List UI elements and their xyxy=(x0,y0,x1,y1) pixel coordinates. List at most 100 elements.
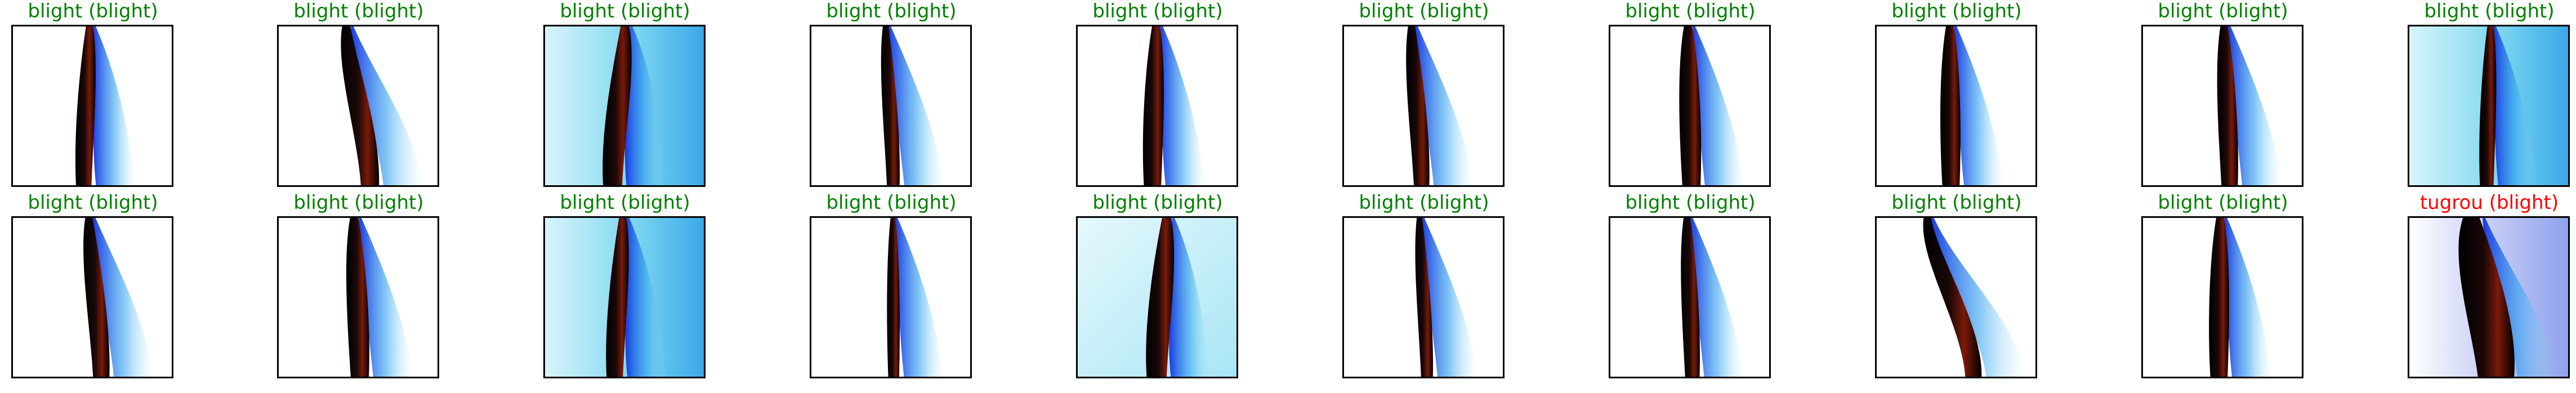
leaf-shape xyxy=(881,26,900,185)
tile-title: tugrou (blight) xyxy=(2419,191,2559,214)
leaf-shadow xyxy=(351,26,423,185)
leaf-shadow xyxy=(2493,26,2538,185)
leaf-image xyxy=(2141,25,2303,187)
leaf-picture xyxy=(279,218,437,377)
leaf-image xyxy=(2408,25,2570,187)
leaf-shadow xyxy=(93,26,136,185)
leaf-shape xyxy=(2209,218,2230,377)
leaf-shape xyxy=(1142,26,1164,185)
leaf-shape xyxy=(341,26,380,185)
leaf-shape xyxy=(602,26,632,185)
leaf-shape xyxy=(2479,26,2497,185)
tile-title: blight (blight) xyxy=(28,0,158,23)
tile-title: blight (blight) xyxy=(28,191,158,214)
leaf-shape xyxy=(1940,26,1961,185)
leaf-picture xyxy=(13,26,172,185)
leaf-shadow xyxy=(624,26,666,185)
leaf-picture xyxy=(545,26,704,185)
leaf-picture xyxy=(2409,26,2568,185)
leaf-image xyxy=(2408,216,2570,378)
tile-title: blight (blight) xyxy=(1092,0,1223,23)
leaf-shadow xyxy=(1690,218,1744,377)
leaf-picture xyxy=(279,26,437,185)
leaf-shadow xyxy=(1415,26,1474,185)
leaf-shadow xyxy=(895,218,944,377)
leaf-image xyxy=(810,216,972,378)
tile-title: blight (blight) xyxy=(1891,191,2022,214)
tile-title: blight (blight) xyxy=(1625,191,1756,214)
leaf-image xyxy=(11,25,173,187)
tile-title: blight (blight) xyxy=(826,191,957,214)
leaf-shadow xyxy=(1954,26,2003,185)
leaf-shadow xyxy=(1421,218,1477,377)
leaf-image xyxy=(1076,216,1238,378)
leaf-shadow xyxy=(1160,26,1205,185)
leaf-image xyxy=(1875,25,2037,187)
leaf-picture xyxy=(1078,26,1236,185)
tile-title: blight (blight) xyxy=(293,0,424,23)
tile-title: blight (blight) xyxy=(1092,191,1223,214)
tile-title: blight (blight) xyxy=(2158,0,2288,23)
leaf-shape xyxy=(1146,218,1175,377)
leaf-shape xyxy=(887,218,900,377)
leaf-image xyxy=(1342,25,1504,187)
leaf-image xyxy=(11,216,173,378)
leaf-shape xyxy=(1415,218,1433,377)
leaf-picture xyxy=(1610,26,1769,185)
leaf-shape xyxy=(1679,26,1702,185)
tile-title: blight (blight) xyxy=(2158,191,2288,214)
leaf-shape xyxy=(606,218,629,377)
leaf-shadow xyxy=(2224,218,2271,377)
tile-title: blight (blight) xyxy=(293,191,424,214)
leaf-picture xyxy=(1344,26,1503,185)
leaf-picture xyxy=(2409,218,2568,377)
tile-title: blight (blight) xyxy=(1625,0,1756,23)
leaf-picture xyxy=(2143,218,2302,377)
leaf-image xyxy=(1342,216,1504,378)
tile-title: blight (blight) xyxy=(2424,0,2555,23)
leaf-shape xyxy=(2217,26,2238,185)
leaf-shadow xyxy=(359,218,413,377)
leaf-shadow xyxy=(888,26,944,185)
leaf-picture xyxy=(1078,218,1236,377)
leaf-shadow xyxy=(92,218,154,377)
leaf-shadow xyxy=(1931,218,2026,377)
leaf-image xyxy=(1076,25,1238,187)
leaf-shape xyxy=(1681,218,1700,377)
tile-title: blight (blight) xyxy=(1359,0,1489,23)
leaf-image xyxy=(810,25,972,187)
leaf-picture xyxy=(1610,218,1769,377)
leaf-picture xyxy=(1877,26,2035,185)
leaf-image xyxy=(1609,216,1771,378)
leaf-picture xyxy=(13,218,172,377)
leaf-image xyxy=(2141,216,2303,378)
leaf-shape xyxy=(1406,26,1430,185)
leaf-shape xyxy=(1923,218,1982,377)
leaf-picture xyxy=(811,26,970,185)
tile-title: blight (blight) xyxy=(560,0,690,23)
leaf-picture xyxy=(2143,26,2302,185)
leaf-shape xyxy=(75,26,96,185)
leaf-shadow xyxy=(2483,218,2557,377)
tile-title: blight (blight) xyxy=(1359,191,1489,214)
leaf-picture xyxy=(545,218,704,377)
leaf-shape xyxy=(83,218,110,377)
leaf-image xyxy=(277,216,439,378)
leaf-picture xyxy=(1877,218,2035,377)
leaf-shadow xyxy=(2227,26,2282,185)
leaf-shape xyxy=(346,218,369,377)
tile-title: blight (blight) xyxy=(560,191,690,214)
leaf-image xyxy=(543,216,706,378)
leaf-shadow xyxy=(1693,26,1744,185)
leaf-image xyxy=(543,25,706,187)
tile-title: blight (blight) xyxy=(1891,0,2022,23)
leaf-shadow xyxy=(1169,218,1211,377)
leaf-image xyxy=(277,25,439,187)
leaf-image xyxy=(1875,216,2037,378)
leaf-image xyxy=(1609,25,1771,187)
leaf-picture xyxy=(1344,218,1503,377)
leaf-picture xyxy=(811,218,970,377)
leaf-shadow xyxy=(625,218,667,377)
tile-title: blight (blight) xyxy=(826,0,957,23)
